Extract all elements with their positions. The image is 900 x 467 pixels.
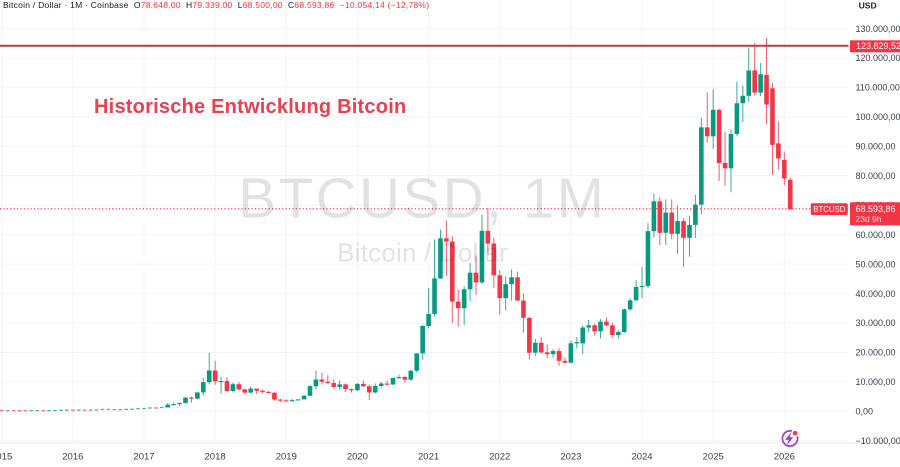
svg-text:2025: 2025 bbox=[703, 452, 724, 463]
svg-text:2017: 2017 bbox=[133, 452, 154, 463]
svg-text:2021: 2021 bbox=[418, 452, 439, 463]
svg-text:2019: 2019 bbox=[276, 452, 297, 463]
svg-text:100.000,00: 100.000,00 bbox=[856, 112, 900, 122]
svg-text:2023: 2023 bbox=[560, 452, 581, 463]
svg-text:20.000,00: 20.000,00 bbox=[856, 348, 896, 358]
svg-text:10.000,00: 10.000,00 bbox=[856, 377, 896, 387]
svg-text:Bitcoin / Dollar: Bitcoin / Dollar bbox=[337, 238, 508, 268]
svg-text:USD: USD bbox=[859, 0, 877, 10]
svg-text:123.829,52: 123.829,52 bbox=[856, 41, 900, 51]
svg-text:2024: 2024 bbox=[631, 452, 652, 463]
svg-text:23d 9h: 23d 9h bbox=[856, 214, 882, 224]
svg-text:2026: 2026 bbox=[774, 452, 795, 463]
svg-text:0,00: 0,00 bbox=[856, 407, 874, 417]
svg-text:2022: 2022 bbox=[489, 452, 510, 463]
svg-text:BTCUSD, 1M: BTCUSD, 1M bbox=[238, 167, 606, 230]
svg-text:50.000,00: 50.000,00 bbox=[856, 259, 896, 269]
svg-text:110.000,00: 110.000,00 bbox=[856, 83, 900, 93]
svg-text:120.000,00: 120.000,00 bbox=[856, 53, 900, 63]
svg-text:80.000,00: 80.000,00 bbox=[856, 171, 896, 181]
svg-text:40.000,00: 40.000,00 bbox=[856, 289, 896, 299]
svg-text:60.000,00: 60.000,00 bbox=[856, 230, 896, 240]
svg-text:2015: 2015 bbox=[0, 452, 12, 463]
svg-text:130.000,00: 130.000,00 bbox=[856, 24, 900, 34]
svg-text:2016: 2016 bbox=[62, 452, 83, 463]
svg-text:68.593,86: 68.593,86 bbox=[856, 204, 896, 214]
svg-text:30.000,00: 30.000,00 bbox=[856, 318, 896, 328]
svg-text:−10.000,00: −10.000,00 bbox=[856, 436, 900, 446]
svg-text:2020: 2020 bbox=[347, 452, 368, 463]
svg-text:BTCUSD: BTCUSD bbox=[813, 205, 845, 214]
svg-text:2018: 2018 bbox=[205, 452, 226, 463]
svg-text:90.000,00: 90.000,00 bbox=[856, 142, 896, 152]
